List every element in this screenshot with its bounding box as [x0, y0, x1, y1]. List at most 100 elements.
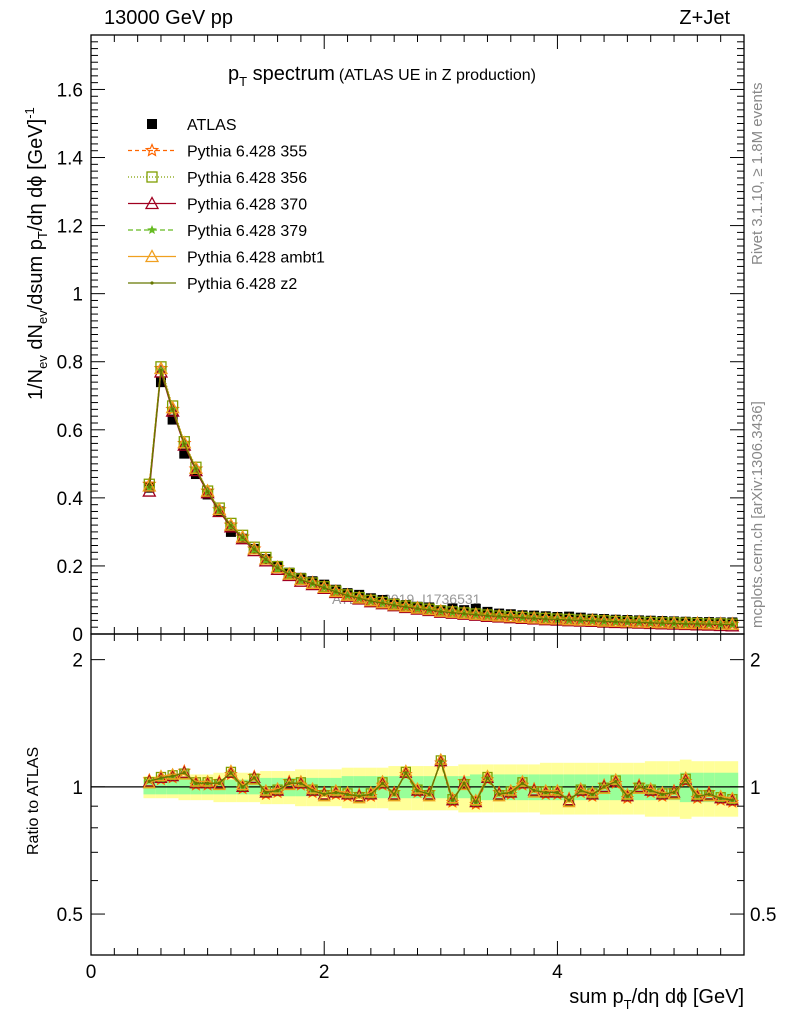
legend-label: Pythia 6.428 ambt1: [187, 250, 325, 267]
data-point: [194, 467, 198, 471]
ratio-point: [719, 796, 723, 800]
legend-label: Pythia 6.428 379: [187, 223, 307, 240]
y-axis-label: 1/Nev dNev/dsum pT/dη dϕ [GeV]-1: [22, 107, 50, 400]
data-point: [497, 614, 501, 618]
series-line: [148, 370, 733, 626]
ratio-point: [229, 771, 233, 775]
ratio-point: [259, 783, 273, 796]
ratio-point: [247, 772, 261, 785]
ratio-point: [322, 792, 326, 796]
ratio-point: [275, 788, 280, 793]
legend-entry: Pythia 6.428 z2: [128, 276, 297, 293]
ratio-point: [462, 781, 466, 785]
ratio-point: [415, 788, 420, 793]
data-point: [282, 566, 297, 580]
ratio-point: [310, 788, 315, 793]
ratio-point: [369, 792, 373, 796]
ratio-point: [480, 769, 495, 782]
data-point: [684, 622, 688, 626]
ratio-point: [340, 785, 355, 798]
y-tick-label: 1.6: [57, 80, 83, 101]
data-point: [462, 611, 466, 616]
data-point: [608, 614, 623, 628]
axes: 0 0.2 0.4 0.6 0.8 1 1.2 1.4 1.6 0 2 4 0.5 0.5 1 1 2 2: [57, 34, 776, 983]
ratio-point: [730, 798, 734, 802]
ratio-point: [672, 790, 676, 795]
data-point: [369, 599, 373, 603]
series-6: [147, 368, 734, 627]
legend-marker: [146, 171, 158, 183]
ratio-point: [579, 788, 583, 793]
data-point: [602, 619, 606, 624]
ratio-point: [707, 792, 711, 796]
ratio-y-tick-label-right: 0.5: [750, 905, 776, 926]
data-point: [223, 517, 239, 531]
data-point: [503, 609, 518, 623]
ratio-point: [492, 789, 506, 802]
data-point: [188, 463, 204, 477]
data-point: [678, 616, 693, 630]
ratio-point: [539, 783, 553, 796]
ratio-point: [434, 752, 448, 765]
legend-entry: Pythia 6.428 ambt1: [128, 249, 325, 267]
data-point: [392, 603, 396, 607]
series-line: [148, 370, 733, 626]
ratio-point: [392, 792, 396, 796]
legend-marker: [144, 142, 160, 157]
data-point: [485, 614, 490, 618]
ratio-point: [725, 791, 739, 804]
series-1: [142, 360, 740, 631]
chart-title-main: p: [228, 63, 239, 85]
data-point: [719, 622, 723, 627]
data-point: [380, 601, 385, 605]
data-point: [258, 553, 274, 567]
ratio-point: [142, 776, 156, 789]
series-2: [143, 361, 738, 630]
data-point: [410, 600, 425, 615]
data-point: [240, 535, 245, 539]
data-point: [299, 578, 303, 582]
ratio-point: [287, 781, 291, 785]
data-point: [660, 621, 664, 625]
data-point: [596, 613, 612, 627]
legend-label: Pythia 6.428 355: [187, 144, 307, 161]
data-point: [450, 610, 455, 615]
data-point: [177, 437, 192, 451]
mcplots-url-label: mcplots.cern.ch [arXiv:1306.3436]: [749, 401, 766, 628]
ratio-point: [439, 759, 443, 763]
ratio-point: [387, 787, 401, 800]
data-point: [252, 547, 256, 551]
series-5: [142, 361, 740, 630]
ratio-point: [212, 778, 226, 791]
data-point: [474, 613, 478, 617]
data-point: [200, 483, 215, 497]
y-tick-label: 0.8: [57, 353, 83, 374]
data-point: [247, 543, 262, 557]
data-point: [707, 622, 711, 626]
ratio-point: [194, 781, 198, 785]
ratio-point: [695, 794, 699, 798]
ratio-point: [614, 779, 618, 784]
y-tick-label: 1: [72, 285, 83, 306]
ratio-point: [427, 792, 431, 796]
data-point: [179, 448, 190, 459]
ratio-point: [497, 792, 501, 796]
data-point: [585, 613, 600, 627]
data-point: [159, 368, 163, 372]
legend-label: ATLAS: [187, 117, 237, 134]
ratio-point: [660, 792, 664, 796]
rivet-version-label: Rivet 3.1.10, ≥ 1.8M events: [749, 83, 766, 266]
ratio-point: [380, 781, 385, 785]
ratio-point: [520, 781, 525, 785]
data-point: [492, 608, 507, 622]
ratio-point: [352, 791, 366, 804]
ratio-point: [684, 778, 688, 782]
data-point: [573, 612, 589, 627]
series-line: [148, 366, 733, 625]
ratio-series: [142, 752, 740, 810]
ratio-point: [602, 785, 606, 789]
ratio-point: [550, 783, 565, 796]
legend-marker: [144, 196, 160, 210]
legend: ATLAS Pythia 6.428 355 Pythia 6.428 356 Pyt…: [128, 117, 325, 293]
ratio-point: [632, 780, 646, 792]
